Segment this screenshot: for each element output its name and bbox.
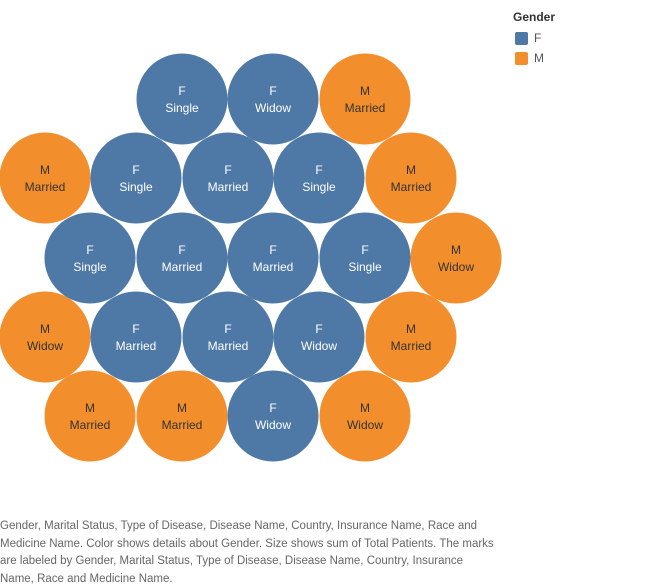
legend: Gender F M — [513, 10, 643, 68]
bubble-circle[interactable] — [365, 132, 457, 224]
bubble-label-gender: M — [85, 401, 95, 415]
bubble-mark[interactable]: M Married — [365, 291, 457, 383]
legend-title: Gender — [513, 10, 556, 24]
bubble-label-status: Married — [25, 180, 66, 194]
bubble-circle[interactable] — [319, 212, 411, 304]
bubble-label-status: Widow — [255, 418, 291, 432]
bubble-label-gender: F — [269, 243, 276, 257]
bubble-label-status: Married — [253, 260, 294, 274]
bubble-circle[interactable] — [319, 370, 411, 462]
bubble-mark[interactable]: M Married — [44, 370, 136, 462]
bubble-label-gender: M — [360, 401, 370, 415]
bubble-label-gender: F — [178, 84, 185, 98]
bubble-label-status: Widow — [347, 418, 383, 432]
bubble-circle[interactable] — [410, 212, 502, 304]
bubble-circle[interactable] — [136, 212, 228, 304]
bubble-mark[interactable]: M Widow — [410, 212, 502, 304]
bubble-mark[interactable]: M Married — [136, 370, 228, 462]
bubble-label-status: Married — [345, 101, 386, 115]
bubble-mark[interactable]: M Married — [319, 53, 411, 145]
bubble-chart: F Single F Widow M Married M Married F Single F Mar… — [0, 53, 502, 462]
bubble-circle[interactable] — [0, 291, 91, 383]
bubble-mark[interactable]: F Widow — [273, 291, 365, 383]
bubble-label-status: Single — [119, 180, 153, 194]
bubble-label-gender: M — [177, 401, 187, 415]
bubble-label-status: Married — [391, 180, 432, 194]
bubble-circle[interactable] — [136, 370, 228, 462]
bubble-circle[interactable] — [0, 132, 91, 224]
bubble-label-status: Married — [208, 180, 249, 194]
bubble-mark[interactable]: F Single — [273, 132, 365, 224]
bubble-mark[interactable]: M Married — [0, 132, 91, 224]
bubble-mark[interactable]: F Married — [182, 132, 274, 224]
bubble-circle[interactable] — [273, 291, 365, 383]
bubble-circle[interactable] — [182, 132, 274, 224]
bubble-label-status: Single — [165, 101, 199, 115]
legend-item-m[interactable]: M — [513, 48, 643, 68]
bubble-label-gender: F — [224, 163, 231, 177]
bubble-label-gender: F — [269, 401, 276, 415]
bubble-circle[interactable] — [227, 212, 319, 304]
bubble-circle[interactable] — [227, 53, 319, 145]
bubble-label-status: Married — [391, 339, 432, 353]
bubble-label-gender: F — [315, 322, 322, 336]
bubble-mark[interactable]: F Widow — [227, 370, 319, 462]
bubble-label-gender: M — [40, 322, 50, 336]
bubble-circle[interactable] — [319, 53, 411, 145]
bubble-circle[interactable] — [90, 132, 182, 224]
bubble-label-status: Widow — [27, 339, 63, 353]
bubble-label-status: Single — [73, 260, 107, 274]
bubble-label-gender: F — [269, 84, 276, 98]
bubble-label-gender: M — [406, 163, 416, 177]
bubble-circle[interactable] — [273, 132, 365, 224]
bubble-label-status: Married — [162, 260, 203, 274]
bubble-label-status: Widow — [255, 101, 291, 115]
bubble-circle[interactable] — [365, 291, 457, 383]
bubble-label-gender: F — [224, 322, 231, 336]
legend-swatch-f — [515, 31, 528, 45]
bubble-circle[interactable] — [90, 291, 182, 383]
bubble-label-status: Married — [208, 339, 249, 353]
bubble-mark[interactable]: F Married — [182, 291, 274, 383]
bubble-circle[interactable] — [44, 370, 136, 462]
bubble-label-status: Married — [162, 418, 203, 432]
bubble-label-gender: F — [86, 243, 93, 257]
bubble-circle[interactable] — [136, 53, 228, 145]
bubble-label-gender: F — [178, 243, 185, 257]
bubble-mark[interactable]: F Single — [136, 53, 228, 145]
bubble-label-gender: F — [132, 322, 139, 336]
bubble-mark[interactable]: M Widow — [319, 370, 411, 462]
bubble-label-gender: M — [40, 163, 50, 177]
bubble-label-status: Single — [302, 180, 336, 194]
bubble-label-status: Married — [116, 339, 157, 353]
legend-item-f[interactable]: F — [513, 28, 643, 48]
bubble-circle[interactable] — [44, 212, 136, 304]
bubble-circle[interactable] — [227, 370, 319, 462]
bubble-mark[interactable]: F Married — [136, 212, 228, 304]
bubble-label-gender: F — [315, 163, 322, 177]
bubble-label-gender: M — [451, 243, 461, 257]
bubble-mark[interactable]: F Married — [227, 212, 319, 304]
bubble-mark[interactable]: F Widow — [227, 53, 319, 145]
bubble-label-gender: M — [406, 322, 416, 336]
bubble-label-gender: F — [361, 243, 368, 257]
bubble-mark[interactable]: F Single — [44, 212, 136, 304]
bubble-mark[interactable]: M Married — [365, 132, 457, 224]
bubble-label-status: Single — [348, 260, 382, 274]
chart-caption: Gender, Marital Status, Type of Disease,… — [0, 520, 494, 585]
bubble-label-gender: F — [132, 163, 139, 177]
bubble-label-status: Married — [70, 418, 111, 432]
bubble-mark[interactable]: M Widow — [0, 291, 91, 383]
bubble-circle[interactable] — [182, 291, 274, 383]
legend-label-m: M — [534, 51, 544, 65]
bubble-label-gender: M — [360, 84, 370, 98]
bubble-label-status: Widow — [438, 260, 474, 274]
legend-swatch-m — [515, 51, 528, 65]
bubble-mark[interactable]: F Single — [319, 212, 411, 304]
legend-label-f: F — [534, 31, 542, 45]
bubble-label-status: Widow — [301, 339, 337, 353]
bubble-mark[interactable]: F Married — [90, 291, 182, 383]
bubble-mark[interactable]: F Single — [90, 132, 182, 224]
